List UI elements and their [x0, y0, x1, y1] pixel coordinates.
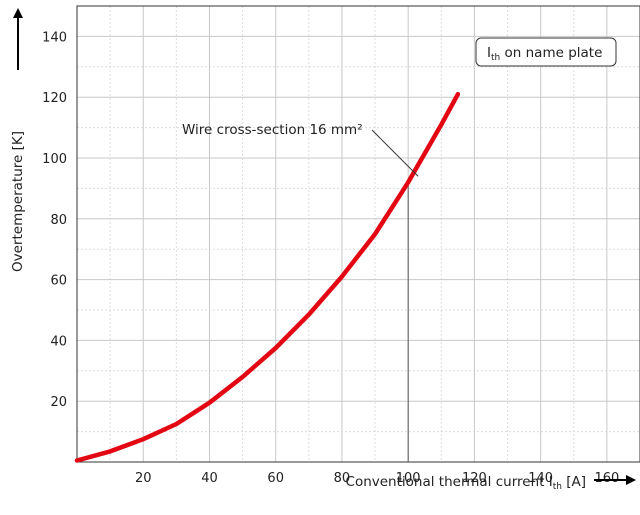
tick-labels: 20 40 60 80 100 120 140 160 20 40 60 80 100 120 140 [42, 30, 619, 486]
series-line-0 [74, 91, 461, 463]
wire-annotation-leader [371, 129, 419, 177]
x-tick-label: 20 [135, 471, 152, 486]
x-axis-label-group: Conventional thermal current Ith [A] [346, 474, 636, 492]
grid [77, 6, 640, 462]
name-plate-box: Ith on name plate [475, 37, 617, 67]
y-tick-label: 20 [50, 395, 67, 410]
x-tick-label: 40 [201, 471, 218, 486]
x-tick-label: 120 [462, 471, 487, 486]
y-tick-label: 120 [42, 91, 67, 106]
y-axis-label-group: Overtemperature [K] [10, 8, 26, 272]
x-tick-label: 140 [528, 471, 553, 486]
x-axis-label: Conventional thermal current Ith [A] [346, 474, 586, 492]
y-tick-label: 100 [42, 152, 67, 167]
y-axis-label: Overtemperature [K] [10, 131, 26, 272]
name-plate-label: Ith on name plate [487, 45, 602, 63]
x-tick-label: 160 [594, 471, 619, 486]
y-tick-label: 40 [50, 334, 67, 349]
series-group [74, 91, 461, 463]
wire-annotation-label: Wire cross-section 16 mm² [182, 122, 363, 138]
y-tick-label: 140 [42, 30, 67, 45]
y-tick-label: 60 [50, 274, 67, 289]
y-tick-label: 80 [50, 213, 67, 228]
wire-annotation: Wire cross-section 16 mm² [182, 122, 419, 177]
plot-area-frame [76, 5, 640, 463]
x-tick-label: 100 [396, 471, 421, 486]
name-plate-box-frame [475, 37, 617, 67]
x-tick-label: 80 [334, 471, 351, 486]
x-tick-label: 60 [267, 471, 284, 486]
